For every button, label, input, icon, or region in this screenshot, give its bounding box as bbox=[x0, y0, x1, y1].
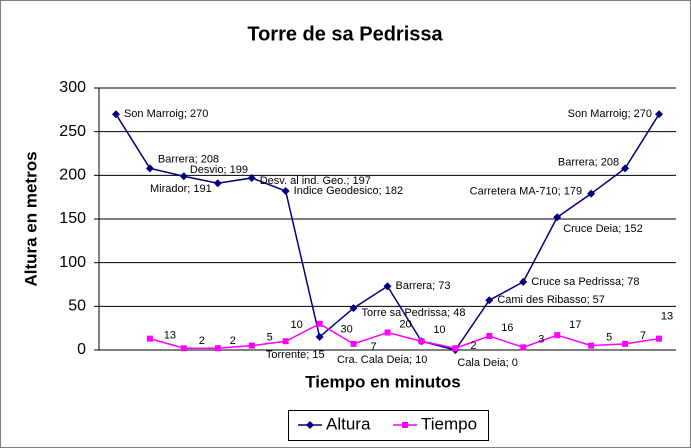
y-axis-title: Altura en metros bbox=[21, 151, 40, 286]
data-label: Cami des Ribasso; 57 bbox=[497, 294, 605, 306]
point-marker bbox=[622, 340, 629, 347]
point-marker bbox=[350, 340, 357, 347]
point-marker bbox=[349, 304, 358, 313]
data-label: Cala Deia; 0 bbox=[457, 357, 518, 369]
point-marker bbox=[145, 164, 154, 173]
y-tick-label: 100 bbox=[59, 254, 86, 271]
data-label: 2 bbox=[230, 335, 236, 347]
data-label: 10 bbox=[291, 319, 303, 331]
data-label: Indice Geodesico; 182 bbox=[294, 185, 403, 197]
data-label: 3 bbox=[538, 333, 544, 345]
point-marker bbox=[588, 342, 595, 349]
y-tick-label: 0 bbox=[77, 341, 86, 358]
legend-label: Altura bbox=[326, 414, 371, 433]
point-marker bbox=[315, 332, 324, 341]
point-marker bbox=[486, 333, 493, 340]
data-label: 2 bbox=[470, 340, 476, 352]
point-marker bbox=[214, 345, 221, 352]
data-label: 20 bbox=[399, 318, 411, 330]
data-label: 10 bbox=[433, 324, 445, 336]
point-marker bbox=[553, 213, 562, 222]
data-label: 2 bbox=[199, 335, 205, 347]
point-marker bbox=[180, 345, 187, 352]
data-label: Carretera MA-710; 179 bbox=[470, 186, 583, 198]
point-marker bbox=[282, 338, 289, 345]
point-marker bbox=[452, 345, 459, 352]
data-label: Torrente; 15 bbox=[266, 349, 325, 361]
point-marker bbox=[520, 344, 527, 351]
point-marker bbox=[621, 164, 630, 173]
data-label: 16 bbox=[501, 322, 513, 334]
point-marker bbox=[554, 332, 561, 339]
data-label: Cra. Cala Deia; 10 bbox=[337, 354, 428, 366]
data-label: 13 bbox=[164, 330, 176, 342]
data-label: Barrera; 208 bbox=[558, 156, 619, 168]
chart-title: Torre de sa Pedrissa bbox=[247, 23, 443, 45]
data-label: 30 bbox=[340, 324, 352, 336]
y-tick-label: 150 bbox=[59, 210, 86, 227]
point-marker bbox=[656, 335, 663, 342]
point-marker bbox=[179, 172, 188, 181]
data-label: Barrera; 208 bbox=[158, 153, 219, 165]
legend-label: Tiempo bbox=[421, 414, 477, 433]
legend-marker bbox=[306, 421, 314, 429]
data-label: Desv. al ind. Geo.; 197 bbox=[260, 175, 371, 187]
point-marker bbox=[383, 282, 392, 291]
data-label: Desvio; 199 bbox=[190, 164, 248, 176]
data-label: Torre sa Pedrissa; 48 bbox=[362, 307, 466, 319]
point-marker bbox=[213, 179, 222, 188]
y-tick-label: 300 bbox=[59, 79, 86, 96]
point-marker bbox=[281, 187, 290, 196]
point-marker bbox=[485, 296, 494, 305]
x-axis-title: Tiempo en minutos bbox=[305, 372, 461, 391]
point-marker bbox=[384, 329, 391, 336]
data-label: Barrera; 73 bbox=[396, 280, 451, 292]
data-label: 7 bbox=[640, 330, 646, 342]
y-tick-label: 50 bbox=[68, 298, 86, 315]
y-tick-label: 250 bbox=[59, 123, 86, 140]
data-label: 5 bbox=[606, 332, 612, 344]
data-label: 7 bbox=[370, 341, 376, 353]
point-marker bbox=[316, 320, 323, 327]
point-marker bbox=[519, 277, 528, 286]
legend-marker bbox=[402, 422, 408, 428]
point-marker bbox=[146, 335, 153, 342]
data-label: Mirador; 191 bbox=[150, 183, 212, 195]
data-label: Son Marroig; 270 bbox=[568, 108, 652, 120]
point-marker bbox=[247, 173, 256, 182]
data-label: Cruce sa Pedrissa; 78 bbox=[531, 276, 639, 288]
data-label: 13 bbox=[661, 311, 673, 323]
data-label: Son Marroig; 270 bbox=[124, 108, 208, 120]
data-label: 17 bbox=[569, 319, 581, 331]
point-marker bbox=[111, 110, 120, 119]
data-label: Cruce Deia; 152 bbox=[563, 223, 643, 235]
point-marker bbox=[587, 189, 596, 198]
point-marker bbox=[418, 338, 425, 345]
series-line bbox=[149, 322, 660, 350]
y-tick-label: 200 bbox=[59, 167, 86, 184]
point-marker bbox=[248, 342, 255, 349]
point-marker bbox=[655, 110, 664, 119]
data-label: 5 bbox=[267, 332, 273, 344]
